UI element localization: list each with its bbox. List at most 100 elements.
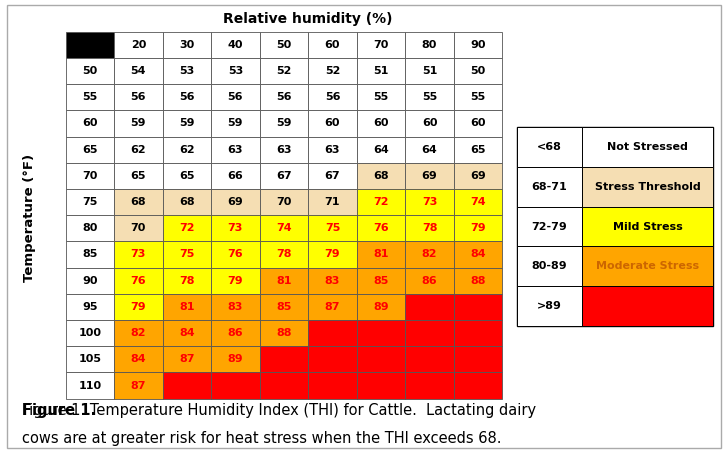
Bar [454, 111, 502, 136]
Bar [162, 215, 211, 241]
Bar [405, 111, 454, 136]
Text: 105: 105 [79, 354, 101, 364]
Text: 65: 65 [470, 145, 486, 154]
Text: 69: 69 [228, 197, 243, 207]
Bar [582, 207, 713, 246]
Bar [357, 189, 405, 215]
Text: 80: 80 [422, 40, 438, 50]
Text: 86: 86 [422, 276, 438, 286]
Text: 70: 70 [130, 223, 146, 233]
Text: >89: >89 [537, 301, 562, 311]
Bar [114, 346, 162, 372]
Bar [405, 241, 454, 268]
Bar [454, 346, 502, 372]
Bar [517, 207, 582, 246]
Bar [454, 268, 502, 294]
Text: 79: 79 [130, 302, 146, 312]
Bar [308, 372, 357, 399]
Text: 96: 96 [276, 381, 292, 390]
Bar [211, 163, 260, 189]
Bar [260, 189, 308, 215]
Bar [114, 163, 162, 189]
Bar [308, 268, 357, 294]
Bar [162, 346, 211, 372]
Bar [66, 346, 114, 372]
Text: 68-71: 68-71 [531, 182, 567, 192]
Bar [308, 84, 357, 111]
Bar [357, 241, 405, 268]
Text: 101: 101 [369, 381, 392, 390]
Text: 80: 80 [82, 223, 98, 233]
Bar [114, 111, 162, 136]
Bar [517, 127, 582, 167]
Bar [260, 215, 308, 241]
Bar [211, 346, 260, 372]
Text: 100: 100 [79, 328, 101, 338]
Bar [162, 84, 211, 111]
Bar [162, 372, 211, 399]
Bar [582, 246, 713, 286]
Text: 60: 60 [82, 118, 98, 129]
Text: 92: 92 [276, 354, 292, 364]
Text: 63: 63 [325, 145, 340, 154]
Bar [517, 167, 582, 207]
Bar [66, 32, 114, 58]
Text: 89: 89 [373, 302, 389, 312]
Bar [405, 294, 454, 320]
Bar [582, 286, 713, 326]
Bar [211, 294, 260, 320]
Text: 75: 75 [82, 197, 98, 207]
Bar [357, 346, 405, 372]
Bar [308, 163, 357, 189]
Text: Figure 1.: Figure 1. [22, 403, 96, 418]
Bar [405, 58, 454, 84]
Bar [114, 241, 162, 268]
Bar [405, 189, 454, 215]
Bar [114, 372, 162, 399]
Text: 63: 63 [276, 145, 292, 154]
Bar [260, 136, 308, 163]
Bar [357, 215, 405, 241]
Text: 50: 50 [470, 66, 486, 76]
Bar [260, 372, 308, 399]
Text: 83: 83 [228, 302, 243, 312]
Text: 60: 60 [325, 118, 340, 129]
Text: 95: 95 [422, 328, 438, 338]
Text: 69: 69 [470, 171, 486, 181]
Bar [260, 58, 308, 84]
Bar [454, 163, 502, 189]
Text: 85: 85 [82, 250, 98, 260]
Text: 93: 93 [228, 381, 243, 390]
Bar [357, 136, 405, 163]
Text: 81: 81 [373, 250, 389, 260]
Text: 59: 59 [179, 118, 194, 129]
Bar [517, 286, 582, 326]
Bar [162, 32, 211, 58]
Text: 50: 50 [82, 66, 98, 76]
Text: <68: <68 [537, 142, 562, 152]
Text: 85: 85 [276, 302, 292, 312]
Text: 68: 68 [130, 197, 146, 207]
Text: 60: 60 [325, 40, 340, 50]
Bar [211, 32, 260, 58]
Bar [66, 320, 114, 346]
Bar [405, 346, 454, 372]
Bar [260, 111, 308, 136]
Text: 66: 66 [228, 171, 243, 181]
Text: 74: 74 [276, 223, 292, 233]
Bar [211, 320, 260, 346]
Bar [260, 84, 308, 111]
Text: 73: 73 [130, 250, 146, 260]
Bar [114, 320, 162, 346]
Bar [454, 58, 502, 84]
Text: 78: 78 [276, 250, 292, 260]
Text: 95: 95 [82, 302, 98, 312]
Text: 93: 93 [373, 328, 389, 338]
Bar [260, 241, 308, 268]
Text: 56: 56 [276, 92, 292, 102]
Text: 87: 87 [179, 354, 194, 364]
Text: 72: 72 [373, 197, 389, 207]
Text: 65: 65 [179, 171, 194, 181]
Bar [260, 163, 308, 189]
Text: 80-89: 80-89 [531, 261, 567, 271]
